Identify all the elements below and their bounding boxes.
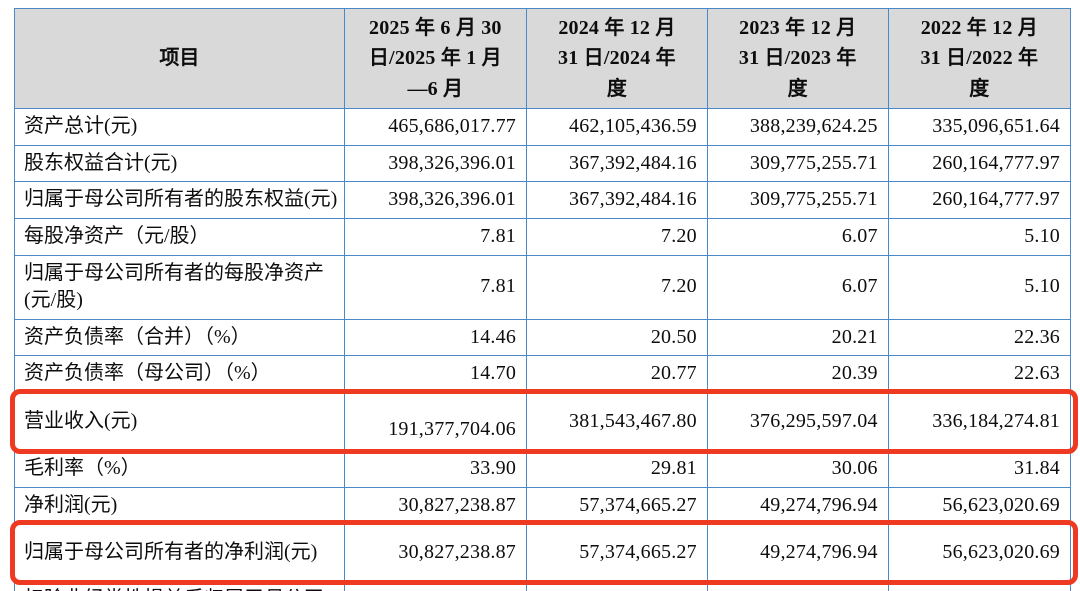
row-label: 资产负债率（合并）（%） [24,325,251,348]
row-label: 股东权益合计(元) [24,151,178,174]
value-cell: 309,775,255.71 [707,182,889,219]
header-cell-item: 项目 [15,9,345,110]
table-row: 毛利率（%） 33.90 29.81 30.06 31.84 [15,450,1071,488]
value-cell [707,582,889,591]
row-label-cell: 资产负债率（母公司）（%） [15,356,345,393]
value-cell: 398,326,396.01 [344,182,528,219]
value-cell: 31.84 [888,450,1071,488]
header-period-label: 2022 年 12 月 31 日/2022 年 度 [920,17,1039,100]
financial-indicators-table: 项目 2025 年 6 月 30 日/2025 年 1 月 —6 月 2024 … [10,8,1078,591]
row-label: 归属于母公司所有者的股东权益(元) [24,188,338,211]
value-cell: 381,543,467.80 [527,392,708,451]
value-cell: 29.81 [527,450,708,488]
value-cell: 388,239,624.25 [707,109,889,146]
value-cell: 336,184,274.81 [888,392,1071,451]
value-cell: 56,623,020.69 [888,487,1071,525]
row-label: 毛利率（%） [24,456,141,479]
row-label-cell: 资产负债率（合并）（%） [15,319,345,357]
row-label: 每股净资产（元/股） [24,224,210,247]
value-cell: 30.06 [707,450,889,488]
row-label-cell: 每股净资产（元/股） [15,218,345,256]
value-cell: 335,096,651.64 [888,109,1071,146]
value-cell: 376,295,597.04 [707,392,889,451]
table-row: 资产负债率（母公司）（%） 14.70 20.77 20.39 22.63 [15,356,1071,393]
value-cell [527,582,708,591]
row-label-cell: 归属于母公司所有者的净利润(元) [15,524,345,583]
value-cell: 398,326,396.01 [344,145,528,183]
header-period-label: 2023 年 12 月 31 日/2023 年 度 [738,17,857,100]
row-label-cell: 归属于母公司所有者的股东权益(元) [15,182,345,219]
header-period-label: 2024 年 12 月 31 日/2024 年 度 [558,17,676,100]
value-cell: 30,827,238.87 [344,524,528,583]
row-label-cell: 扣除非经常性损益后归属于母公司 [15,582,345,591]
header-cell-period-2022: 2022 年 12 月 31 日/2022 年 度 [888,9,1071,110]
value-cell: 56,623,020.69 [888,524,1071,583]
table-row: 资产负债率（合并）（%） 14.46 20.50 20.21 22.36 [15,319,1071,357]
value-cell: 20.77 [527,356,708,393]
header-period-label: 2025 年 6 月 30 日/2025 年 1 月 —6 月 [368,17,502,100]
value-cell: 14.70 [344,356,528,393]
header-cell-period-2024: 2024 年 12 月 31 日/2024 年 度 [527,9,708,110]
table-row: 归属于母公司所有者的股东权益(元) 398,326,396.01 367,392… [15,182,1071,219]
value-cell: 14.46 [344,319,528,357]
row-label-cell: 营业收入(元) [15,392,345,451]
row-label: 扣除非经常性损益后归属于母公司 [24,586,324,591]
value-cell: 20.39 [707,356,889,393]
value-cell: 30,827,238.87 [344,487,528,525]
value-cell: 462,105,436.59 [527,109,708,146]
value-cell: 20.21 [707,319,889,357]
value-cell: 260,164,777.97 [888,145,1071,183]
table-header-row: 项目 2025 年 6 月 30 日/2025 年 1 月 —6 月 2024 … [15,9,1071,110]
value-cell: 367,392,484.16 [527,145,708,183]
value-cell: 22.36 [888,319,1071,357]
value-cell: 260,164,777.97 [888,182,1071,219]
value-cell: 5.10 [888,255,1071,320]
value-cell: 7.20 [527,218,708,256]
value-cell: 465,686,017.77 [344,109,528,146]
value-cell: 5.10 [888,218,1071,256]
value-cell: 191,377,704.06 [344,392,528,451]
header-item-label: 项目 [159,47,200,70]
table-body: 资产总计(元) 465,686,017.77 462,105,436.59 38… [10,109,1078,586]
value-cell: 7.81 [344,218,528,256]
row-label: 资产总计(元) [24,115,138,138]
header-cell-period-2023: 2023 年 12 月 31 日/2023 年 度 [707,9,889,110]
table-row: 资产总计(元) 465,686,017.77 462,105,436.59 38… [15,109,1071,146]
value-cell: 6.07 [707,218,889,256]
table-row: 每股净资产（元/股） 7.81 7.20 6.07 5.10 [15,218,1071,256]
partial-clipped-row: 扣除非经常性损益后归属于母公司 [15,582,1071,591]
value-cell: 367,392,484.16 [527,182,708,219]
table-row: 净利润(元) 30,827,238.87 57,374,665.27 49,27… [15,487,1071,525]
row-label: 营业收入(元) [24,409,138,432]
value-cell: 57,374,665.27 [527,524,708,583]
value-cell [344,582,528,591]
value-cell: 22.63 [888,356,1071,393]
value-cell: 33.90 [344,450,528,488]
row-label-cell: 归属于母公司所有者的每股净资产(元/股) [15,255,345,320]
value-cell: 6.07 [707,255,889,320]
value-cell: 20.50 [527,319,708,357]
row-label-cell: 净利润(元) [15,487,345,525]
value-cell: 57,374,665.27 [527,487,708,525]
table-row: 归属于母公司所有者的每股净资产(元/股) 7.81 7.20 6.07 5.10 [15,255,1071,320]
row-label-cell: 资产总计(元) [15,109,345,146]
header-cell-period-2025: 2025 年 6 月 30 日/2025 年 1 月 —6 月 [344,9,528,110]
row-label: 资产负债率（母公司）（%） [24,362,271,385]
row-label: 归属于母公司所有者的净利润(元) [24,540,318,563]
row-label-cell: 毛利率（%） [15,450,345,488]
row-label-cell: 股东权益合计(元) [15,145,345,183]
value-cell: 7.20 [527,255,708,320]
value-cell [888,582,1071,591]
value-cell: 49,274,796.94 [707,487,889,525]
table-row: 归属于母公司所有者的净利润(元) 30,827,238.87 57,374,66… [10,520,1078,586]
row-label: 净利润(元) [24,493,118,516]
row-label: 归属于母公司所有者的每股净资产(元/股) [24,261,324,312]
value-cell: 49,274,796.94 [707,524,889,583]
table-row: 营业收入(元) 191,377,704.06 381,543,467.80 37… [10,388,1078,454]
value-cell: 7.81 [344,255,528,320]
table-row: 股东权益合计(元) 398,326,396.01 367,392,484.16 … [15,145,1071,183]
value-cell: 309,775,255.71 [707,145,889,183]
